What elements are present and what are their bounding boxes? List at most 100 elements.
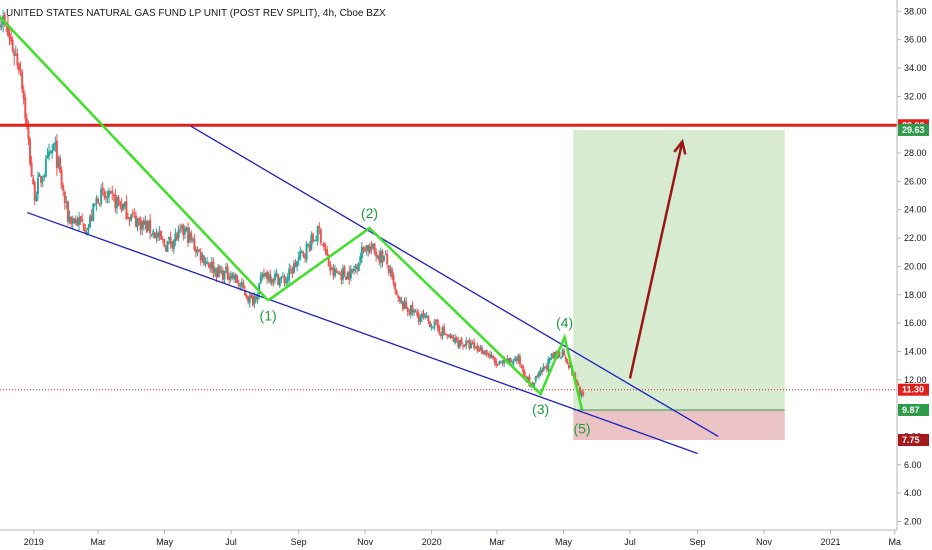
candle-body	[345, 276, 348, 280]
candle-body	[499, 361, 502, 363]
candle-body	[541, 370, 544, 373]
price-tag-bg	[898, 403, 929, 416]
candle-body	[488, 354, 491, 357]
candle-body	[198, 249, 201, 252]
candle-body	[547, 358, 550, 371]
x-tick-label: 2020	[422, 537, 442, 547]
candle-body	[449, 335, 452, 338]
candle-body	[387, 265, 390, 274]
candle-body	[482, 352, 485, 355]
y-tick-label: 14.00	[904, 346, 927, 356]
position-zones	[573, 129, 785, 441]
candle-body	[523, 371, 526, 378]
wave-label: (4)	[556, 314, 573, 330]
candle-body	[436, 319, 439, 329]
candle-body	[349, 269, 352, 279]
candle-body	[46, 154, 49, 159]
loss-zone	[573, 409, 785, 441]
candle-body	[408, 312, 411, 314]
y-tick-label: 4.00	[904, 488, 922, 498]
target-arrow	[628, 141, 684, 379]
candle-body	[62, 185, 65, 192]
candle-body	[536, 375, 539, 378]
candle-body	[498, 361, 501, 364]
candle-body	[182, 224, 185, 236]
candle-body	[92, 203, 95, 221]
candle-body	[112, 194, 115, 196]
candle-body	[578, 387, 581, 395]
candle-body	[139, 218, 142, 231]
candle-body	[217, 266, 220, 277]
candle-body	[493, 356, 496, 363]
candle-body	[109, 191, 112, 193]
candle-body	[414, 311, 417, 313]
candle-body	[420, 314, 423, 318]
candle-body	[90, 215, 93, 221]
candle-body	[153, 232, 156, 239]
candle-body	[300, 251, 303, 253]
candle-body	[111, 190, 114, 194]
candle-body	[191, 239, 194, 241]
candle-body	[321, 244, 324, 246]
candle-body	[85, 232, 88, 235]
x-tick-label: Mar	[90, 537, 106, 547]
candle-body	[32, 177, 35, 184]
candle-body	[428, 321, 431, 328]
candle-body	[149, 219, 152, 234]
candle-body	[564, 357, 567, 361]
candle-body	[275, 272, 278, 275]
price-tag: 7.75	[898, 434, 929, 447]
candle-body	[44, 159, 47, 177]
candle-body	[438, 326, 441, 334]
candle-body	[518, 356, 521, 365]
candle-body	[256, 294, 259, 300]
candle-body	[492, 355, 495, 358]
candle-body	[108, 190, 111, 197]
candle-body	[0, 25, 3, 27]
candle-body	[120, 203, 123, 211]
candle-body	[210, 261, 213, 269]
candle-body	[226, 266, 229, 278]
candle-body	[147, 221, 150, 231]
candle-body	[128, 217, 131, 221]
candle-body	[522, 366, 525, 373]
candle-body	[432, 327, 435, 329]
candle-body	[383, 255, 386, 261]
candle-body	[33, 182, 36, 201]
candle-body	[563, 351, 566, 356]
candle-body	[520, 366, 523, 368]
candle-body	[296, 261, 299, 266]
candle-body	[138, 218, 141, 220]
candle-body	[231, 273, 234, 278]
candle-body	[484, 350, 487, 354]
candle-body	[229, 276, 232, 280]
candle-body	[24, 97, 27, 119]
candle-body	[360, 246, 363, 258]
candle-body	[316, 226, 319, 242]
candle-body	[517, 355, 520, 362]
candle-body	[341, 268, 344, 280]
candle-body	[218, 265, 221, 274]
candle-body	[215, 269, 218, 278]
price-tag-bg	[898, 383, 929, 396]
candle-body	[447, 334, 450, 337]
candle-body	[285, 281, 288, 284]
candle-body	[398, 296, 401, 301]
candle-body	[60, 170, 63, 187]
candle-body	[302, 252, 305, 256]
candle-body	[476, 345, 479, 350]
candle-body	[401, 302, 404, 310]
candle-body	[277, 274, 280, 285]
candle-body	[351, 270, 354, 272]
candle-body	[212, 261, 215, 273]
candle-body	[258, 283, 261, 295]
y-tick-label: 16.00	[904, 318, 927, 328]
candle-body	[371, 243, 374, 248]
wave-label: (1)	[260, 307, 277, 323]
candle-body	[444, 333, 447, 335]
candle-body	[531, 382, 534, 387]
candle-body	[87, 226, 90, 231]
candle-body	[19, 70, 22, 72]
